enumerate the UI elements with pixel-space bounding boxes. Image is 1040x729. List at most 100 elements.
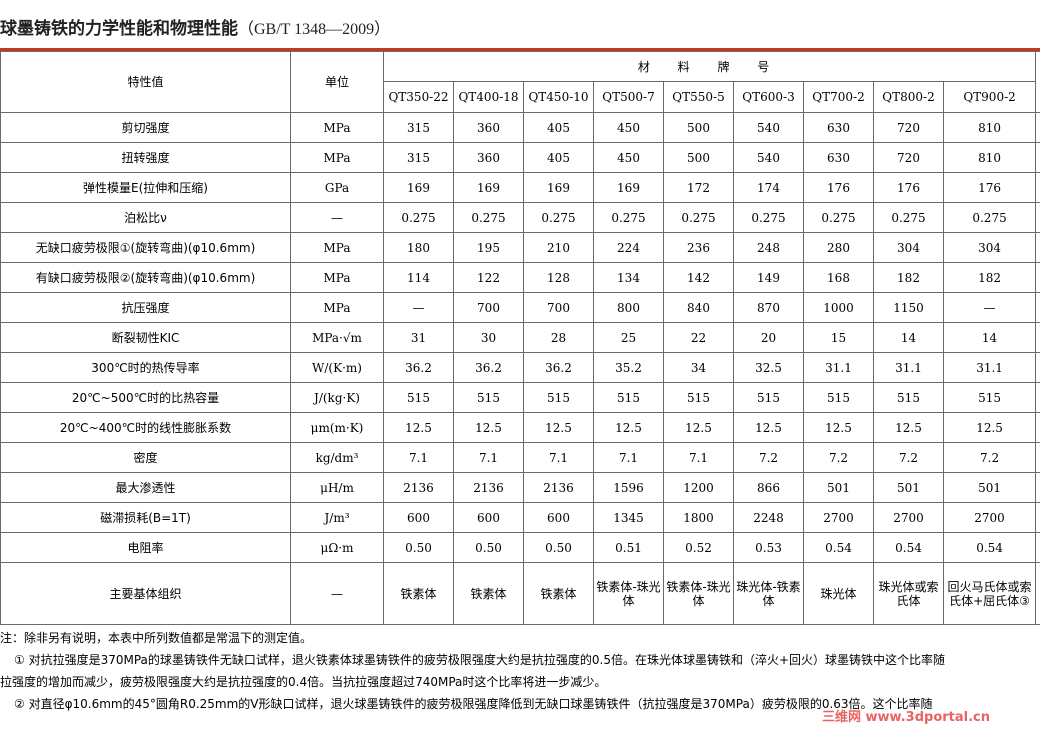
value-cell: 20 [733,322,804,353]
table-row: 20℃~500℃时的比热容量 J/(kg·K) 515 515 515 515 515 515… [0,382,1040,413]
value-cell: 12.5 [453,412,524,443]
value-cell: 0.54 [873,532,944,563]
value-cell: 176 [803,172,874,203]
value-cell: — [942,292,1037,323]
value-cell: 0.54 [803,532,874,563]
value-cell: 172 [663,172,734,203]
value-cell: 12.5 [523,412,594,443]
row-unit: MPa [290,262,384,293]
value-cell: 铁素体-珠光体 [663,562,734,625]
header-grade: QT700-2 [803,81,874,113]
value-cell: 36.2 [453,352,524,383]
value-cell: 248 [733,232,804,263]
extra-column-cell [1035,532,1040,563]
value-cell: 36.2 [523,352,594,383]
row-unit: kg/dm³ [290,442,384,473]
table-row: 电阻率 μΩ·m 0.50 0.50 0.50 0.51 0.52 0.53 0.54 0.54 0… [0,532,1040,563]
value-cell: 304 [873,232,944,263]
value-cell: 405 [523,142,594,173]
extra-column-cell [1035,232,1040,263]
value-cell: 12.5 [383,412,454,443]
value-cell: 515 [593,382,664,413]
value-cell: 866 [733,472,804,503]
value-cell: 315 [383,112,454,143]
value-cell: 珠光体-铁素体 [733,562,804,625]
header-grade-group: 材 料 牌 号 [382,51,1037,82]
value-cell: 501 [873,472,944,503]
row-unit: MPa [290,232,384,263]
value-cell: 12.5 [593,412,664,443]
row-label: 剪切强度 [0,112,291,143]
value-cell: 600 [383,502,454,533]
value-cell: 515 [873,382,944,413]
standard-code: （GB/T 1348—2009） [238,21,391,38]
value-cell: 169 [453,172,524,203]
value-cell: 1150 [873,292,944,323]
row-label: 泊松比ν [0,202,291,233]
row-unit: — [290,562,384,625]
value-cell: 7.1 [523,442,594,473]
value-cell: 168 [803,262,874,293]
value-cell: 515 [523,382,594,413]
table-row: 弹性模量E(拉伸和压缩) GPa 169 169 169 169 172 174 176 176 1… [0,172,1040,203]
value-cell: 810 [942,142,1037,173]
value-cell: 630 [803,112,874,143]
value-cell: 0.275 [733,202,804,233]
value-cell: 142 [663,262,734,293]
value-cell: 0.275 [453,202,524,233]
value-cell: 12.5 [803,412,874,443]
page-title: 球墨铸铁的力学性能和物理性能（GB/T 1348—2009） [0,19,391,39]
extra-column-cell [1035,412,1040,443]
value-cell: 0.275 [383,202,454,233]
value-cell: 1000 [803,292,874,323]
value-cell: 0.52 [663,532,734,563]
value-cell: 2136 [523,472,594,503]
value-cell: 515 [942,382,1037,413]
value-cell: 810 [942,112,1037,143]
value-cell: 600 [523,502,594,533]
value-cell: 31.1 [873,352,944,383]
header-property: 特性值 [0,51,291,113]
value-cell: 2136 [453,472,524,503]
value-cell: 35.2 [593,352,664,383]
value-cell: 720 [873,112,944,143]
extra-column-cell [1035,292,1040,323]
row-label: 弹性模量E(拉伸和压缩) [0,172,291,203]
header-row-2: QT350-22 QT400-18 QT450-10 QT500-7 QT550-5 QT… [1,81,1040,113]
row-label: 20℃~500℃时的比热容量 [0,382,291,413]
value-cell: 1596 [593,472,664,503]
value-cell: 0.53 [733,532,804,563]
value-cell: 500 [663,142,734,173]
table-row: 剪切强度 MPa 315 360 405 450 500 540 630 720 810 [0,112,1040,143]
value-cell: 176 [942,172,1037,203]
value-cell: 7.1 [383,442,454,473]
value-cell: 280 [803,232,874,263]
value-cell: 32.5 [733,352,804,383]
row-label: 扭转强度 [0,142,291,173]
value-cell: 236 [663,232,734,263]
table-row: 主要基体组织 — 铁素体 铁素体 铁素体 铁素体-珠光体 铁素体-珠光体 珠光体-铁素体 珠光体… [0,562,1040,625]
row-label: 20℃~400℃时的线性膨胀系数 [0,412,291,443]
value-cell: 515 [803,382,874,413]
header-grade: QT600-3 [733,81,804,113]
value-cell: 2700 [873,502,944,533]
value-cell: 2248 [733,502,804,533]
row-label: 无缺口疲劳极限①(旋转弯曲)(φ10.6mm) [0,232,291,263]
header-grade: QT800-2 [873,81,944,113]
extra-column-cell [1035,472,1040,503]
value-cell: 149 [733,262,804,293]
note-1: ① 对抗拉强度是370MPa的球墨铸铁件无缺口试样，退火铁素体球墨铸铁件的疲劳极… [14,653,946,667]
value-cell: 36.2 [383,352,454,383]
value-cell: 7.2 [942,442,1037,473]
extra-column-cell [1035,502,1040,533]
row-label: 300℃时的热传导率 [0,352,291,383]
value-cell: 0.50 [453,532,524,563]
value-cell: 15 [803,322,874,353]
note-general: 注：除非另有说明，本表中所列数值都是常温下的测定值。 [0,631,313,645]
row-unit: J/(kg·K) [290,382,384,413]
header-grade: QT400-18 [453,81,524,113]
value-cell: 1345 [593,502,664,533]
value-cell: 0.51 [593,532,664,563]
row-unit: — [290,202,384,233]
properties-table: 特性值 单位 材 料 牌 号 QT350-22 QT400-18 QT450-10 Q… [0,51,1040,625]
